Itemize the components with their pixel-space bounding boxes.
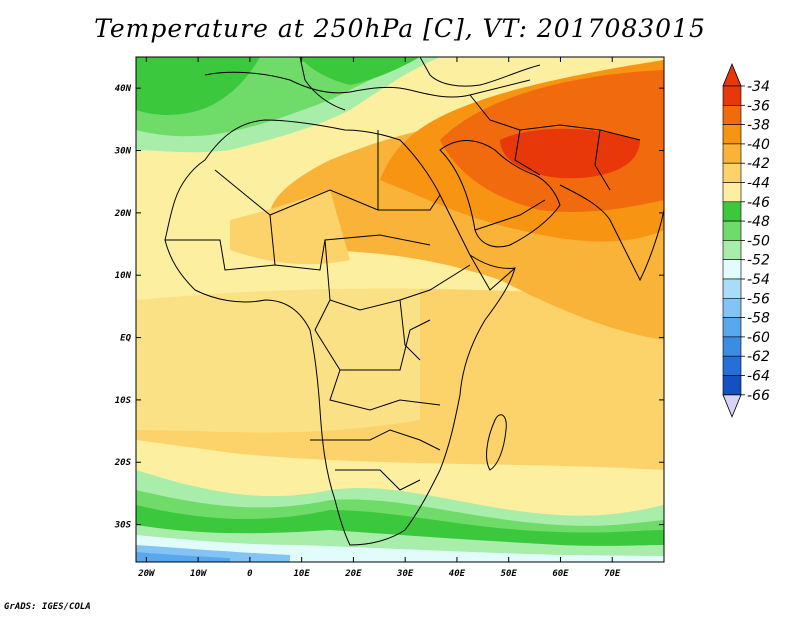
europe-coastline xyxy=(419,57,541,87)
colorbar-label: -58 xyxy=(747,311,770,327)
colorbar-label: -40 xyxy=(747,137,770,153)
lat-label: 20S xyxy=(114,458,132,468)
lon-label: 30E xyxy=(396,569,414,579)
lon-label: 70E xyxy=(604,569,621,579)
coastlines xyxy=(164,57,664,546)
colorbar-label: -50 xyxy=(747,233,770,249)
lon-label: 10W xyxy=(190,569,208,579)
country-borders xyxy=(314,299,431,371)
country-borders xyxy=(399,299,421,361)
colorbar-swatch xyxy=(722,278,742,299)
country-borders xyxy=(329,369,441,411)
colorbar-label: -62 xyxy=(747,349,770,365)
colorbar-swatch xyxy=(722,259,742,280)
colorbar-label: -38 xyxy=(747,118,770,134)
colorbar-label: -48 xyxy=(747,214,770,230)
madagascar-coastline xyxy=(486,414,507,471)
europe-coastline xyxy=(299,57,346,111)
colorbar-label: -46 xyxy=(747,195,770,211)
lat-label: 10S xyxy=(115,396,132,406)
country-borders xyxy=(469,94,641,141)
temperature-field xyxy=(136,57,664,562)
arabia-coastline xyxy=(439,140,561,248)
country-borders xyxy=(594,129,611,191)
country-borders xyxy=(335,469,421,491)
colorbar-swatch xyxy=(722,220,742,241)
colorbar-swatch xyxy=(722,336,742,357)
colorbar-swatch xyxy=(722,297,742,318)
colorbar-top-arrow xyxy=(722,62,742,87)
colorbar-bottom-arrow xyxy=(722,394,742,418)
colorbar-swatch xyxy=(722,162,742,183)
colorbar-label: -64 xyxy=(747,369,770,385)
field-band xyxy=(136,57,260,115)
lat-label: 30N xyxy=(114,147,132,157)
colorbar-label: -36 xyxy=(747,98,770,114)
field-band xyxy=(300,57,420,85)
colorbar: -34 -36 -38 -40 -42 -44 -46 -48 -50 -52 -54 -56 -58 -… xyxy=(722,62,770,418)
colorbar-label: -54 xyxy=(747,272,770,288)
lat-label: 30S xyxy=(114,521,132,531)
africa-coastline xyxy=(164,119,516,546)
axis-ticks xyxy=(136,57,664,562)
colorbar-label: -42 xyxy=(747,156,770,172)
colorbar-swatch xyxy=(722,143,742,164)
plot-frame xyxy=(135,56,665,563)
colorbar-swatch xyxy=(722,355,742,376)
colorbar-swatch xyxy=(722,105,742,125)
country-borders xyxy=(310,429,441,451)
asia-coastline xyxy=(559,184,664,282)
country-borders xyxy=(469,254,516,291)
country-borders xyxy=(165,239,276,271)
lon-label: 20E xyxy=(344,569,362,579)
grads-credit: GrADS: IGES/COLA xyxy=(4,602,91,612)
europe-coastline xyxy=(204,71,531,98)
colorbar-label: -56 xyxy=(747,291,770,307)
field-band xyxy=(230,190,350,265)
colorbar-label: -44 xyxy=(747,176,770,192)
field-band xyxy=(136,552,230,562)
country-borders xyxy=(269,214,431,271)
lon-label: 10E xyxy=(294,569,311,579)
colorbar-swatch xyxy=(722,375,742,396)
colorbar-label: -34 xyxy=(747,79,770,95)
country-borders xyxy=(514,129,541,176)
colorbar-swatch xyxy=(722,124,742,145)
colorbar-swatch xyxy=(722,85,742,106)
country-borders xyxy=(474,199,546,231)
colorbar-swatch xyxy=(722,317,742,338)
map-title: Temperature at 250hPa [C], VT: 201708301… xyxy=(94,14,706,43)
country-borders xyxy=(214,130,379,216)
field-band xyxy=(500,128,640,179)
colorbar-swatch xyxy=(722,182,742,203)
field-band xyxy=(136,245,420,433)
lon-label: 40E xyxy=(449,569,466,579)
lat-label: 40N xyxy=(115,84,132,94)
lon-label: 20W xyxy=(137,569,156,579)
country-borders xyxy=(378,194,441,211)
colorbar-swatch xyxy=(722,201,742,222)
country-borders xyxy=(324,239,471,311)
colorbar-label: -66 xyxy=(747,388,770,404)
lat-label: EQ xyxy=(120,334,131,344)
lon-label: 0 xyxy=(247,569,253,579)
lat-label: 10N xyxy=(115,271,132,281)
colorbar-label: -52 xyxy=(747,253,770,269)
lon-label: 50E xyxy=(501,569,518,579)
colorbar-label: -60 xyxy=(747,330,770,346)
lat-label: 20N xyxy=(114,209,132,219)
colorbar-swatch xyxy=(722,240,742,260)
axis-labels: 20W 10W 0 10E 20E 30E 40E 50E 60E 70E 40N 30N 20N 10N… xyxy=(114,84,621,579)
lon-label: 60E xyxy=(552,569,569,579)
